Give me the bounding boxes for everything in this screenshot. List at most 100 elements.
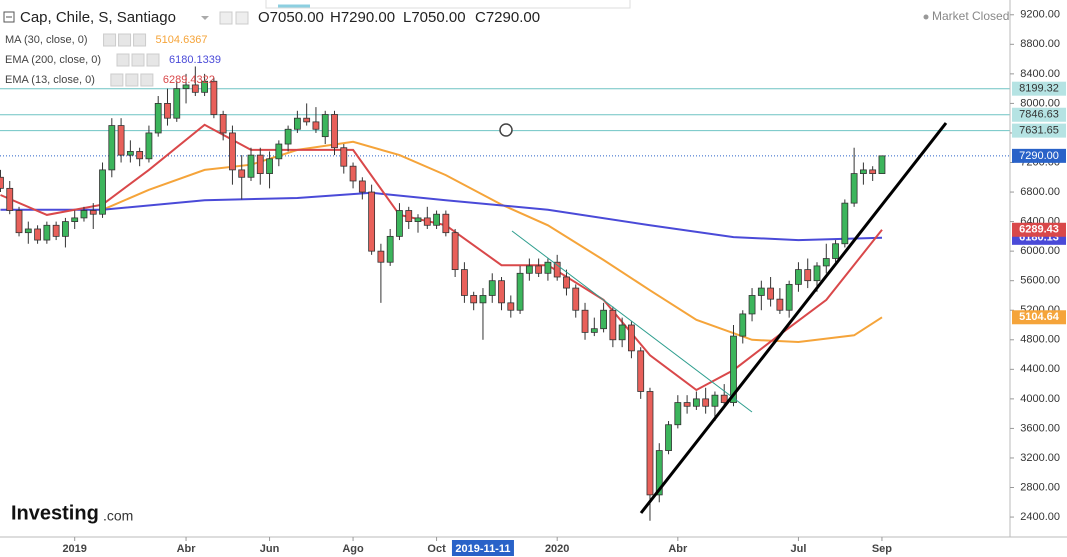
indicator-icon[interactable]: [140, 73, 154, 87]
x-tick-label: Abr: [177, 543, 197, 555]
candle-body: [238, 169, 246, 178]
candle-body: [739, 313, 747, 337]
dropdown[interactable]: [201, 16, 209, 20]
indicator-tag-label: 6289.43: [1019, 224, 1059, 236]
indicator-icon[interactable]: [118, 33, 132, 47]
candle-body: [396, 210, 403, 237]
candle-body: [0, 176, 4, 189]
candle-body: [303, 117, 311, 123]
candle-body: [34, 228, 41, 241]
x-tick-label: Jun: [260, 543, 280, 555]
y-tick-label: 5600.00: [1020, 275, 1060, 287]
y-tick-label: 8000.00: [1020, 97, 1060, 109]
status-dot: [923, 14, 929, 20]
candle-body: [525, 265, 533, 274]
candle-body: [6, 187, 14, 211]
indicator-line: [102, 140, 883, 344]
candle-body: [461, 269, 468, 296]
candle-body: [609, 309, 617, 341]
candle-body: [804, 269, 812, 282]
candle-body: [80, 210, 88, 219]
indicator-value: 6180.1339: [169, 54, 221, 66]
collapse-icon[interactable]: [3, 11, 15, 23]
candle-body: [748, 295, 756, 315]
candle-body: [692, 398, 700, 407]
candle-body: [275, 143, 283, 160]
indicator-icon[interactable]: [125, 73, 139, 87]
candle-body: [293, 117, 301, 130]
brand: Investing .com: [11, 502, 133, 524]
candle-body: [173, 88, 181, 119]
candle-body: [164, 103, 171, 119]
candle-body: [859, 169, 867, 174]
icon[interactable]: [235, 11, 249, 25]
candle-body: [191, 84, 199, 93]
indicator-icon[interactable]: [133, 33, 147, 47]
x-tick-label: Abr: [668, 543, 688, 555]
indicator-value: 5104.6367: [156, 34, 208, 46]
indicator-icon[interactable]: [131, 53, 145, 67]
ohlc-close: C7290.00: [475, 9, 540, 26]
candle-body: [590, 328, 598, 333]
indicator-name: EMA (13, close, 0): [5, 74, 95, 86]
candle-body: [655, 450, 663, 496]
icon[interactable]: [219, 11, 233, 25]
candle-body: [62, 221, 69, 237]
candle-body: [535, 265, 543, 274]
candle-body: [433, 213, 440, 226]
indicator-icon[interactable]: [116, 53, 130, 67]
y-tick-label: 2400.00: [1020, 511, 1060, 523]
candle-body: [117, 125, 125, 156]
candle-body: [618, 324, 626, 341]
price-tag-label: 7631.65: [1019, 125, 1059, 137]
candle-body: [377, 250, 385, 263]
candle-body: [665, 424, 672, 451]
crosshair-tag: [451, 540, 514, 556]
y-tick-label: 8800.00: [1020, 38, 1060, 50]
price-tag: [1012, 107, 1066, 122]
price-tag: [1012, 123, 1066, 138]
candle-body: [182, 84, 190, 90]
candle-body: [368, 191, 376, 252]
price-tag-label: 8199.32: [1019, 83, 1059, 95]
axes: 9200.008800.008400.008000.007600.007200.…: [62, 9, 1066, 556]
market-status: Market Closed: [932, 9, 1009, 23]
price-tag: [1012, 148, 1066, 163]
candle-body: [841, 202, 849, 245]
x-tick-label: Jul: [790, 543, 806, 555]
x-tick-label: Sep: [872, 543, 892, 555]
candle-body: [219, 114, 227, 134]
candle-body: [730, 335, 737, 403]
candle-body: [349, 165, 357, 182]
brand-suffix: .com: [103, 508, 133, 524]
candle-body: [553, 261, 561, 278]
x-tick-label: 2019: [62, 543, 86, 555]
candle-body: [869, 169, 877, 174]
candle-body: [423, 217, 431, 226]
indicator-value: 6289.4322: [163, 74, 215, 86]
indicator-icon[interactable]: [103, 33, 117, 47]
candle-body: [878, 155, 886, 174]
price-tag: [1012, 81, 1066, 96]
candle-body: [813, 265, 821, 282]
candle-body: [284, 128, 292, 145]
candle-body: [414, 217, 422, 222]
indicator-name: MA (30, close, 0): [5, 34, 88, 46]
candle-body: [516, 272, 524, 311]
crosshair-label: 2019-11-11: [455, 543, 510, 555]
candle-body: [145, 132, 153, 160]
y-tick-label: 8400.00: [1020, 68, 1060, 80]
toolbar-box: [265, 0, 631, 9]
candle-body: [702, 398, 710, 407]
price-tag-label: 7846.63: [1019, 109, 1059, 121]
indicator-icon[interactable]: [110, 73, 124, 87]
indicator-icon[interactable]: [146, 53, 160, 67]
crosshair-marker: [499, 123, 513, 137]
candle-body: [563, 276, 570, 289]
legend: Cap, Chile, S, Santiago O7050.00 H7290.0…: [3, 9, 1009, 26]
candle-body: [71, 217, 79, 222]
candle-body: [312, 121, 320, 130]
candle-body: [628, 324, 635, 352]
y-tick-label: 9200.00: [1020, 9, 1060, 21]
